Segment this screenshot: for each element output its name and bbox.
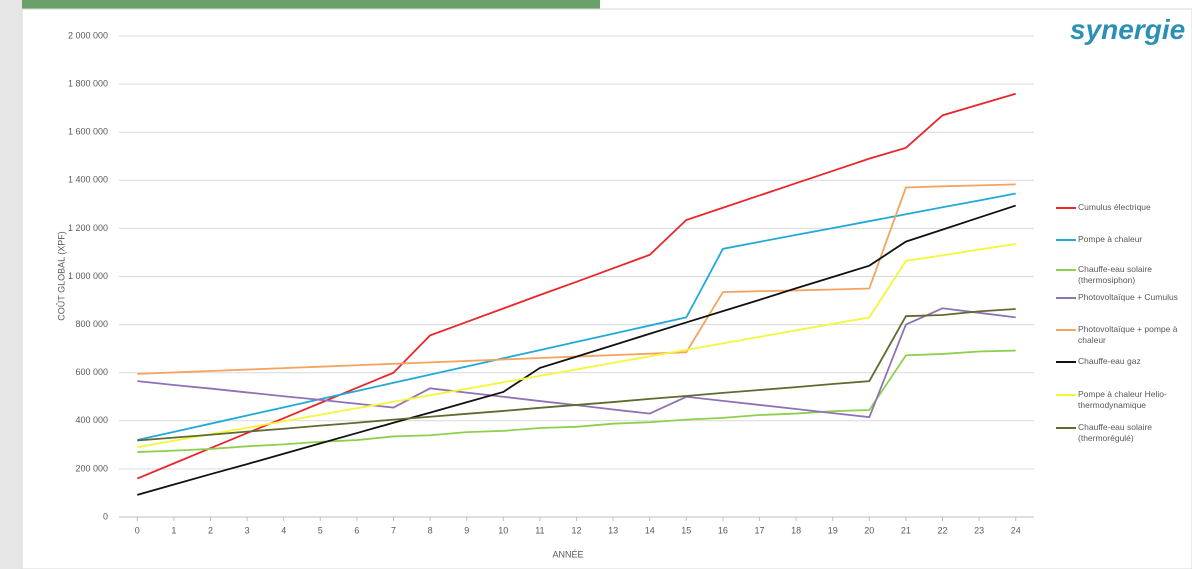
- y-tick-label: 600 000: [75, 367, 108, 377]
- legend-item: Chauffe-eau solaire (thermosiphon): [1056, 264, 1190, 286]
- legend-swatch: [1056, 329, 1076, 331]
- x-tick-label: 20: [864, 525, 874, 535]
- x-tick-label: 24: [1011, 525, 1021, 535]
- legend-label: Pompe à chaleur: [1078, 234, 1143, 244]
- legend-item: Chauffe-eau solaire (thermorégulé): [1056, 422, 1190, 444]
- x-tick-label: 2: [208, 525, 213, 535]
- y-tick-label: 0: [103, 511, 108, 521]
- series-line: [137, 308, 1016, 442]
- legend-label: Cumulus électrique: [1078, 202, 1151, 212]
- background-window: [0, 0, 22, 569]
- y-tick-label: 400 000: [75, 415, 108, 425]
- x-tick-label: 1: [171, 525, 176, 535]
- x-tick-label: 10: [498, 525, 508, 535]
- x-tick-label: 17: [754, 525, 764, 535]
- y-tick-label: 1 400 000: [68, 175, 108, 185]
- legend-label: Chauffe-eau solaire (thermorégulé): [1078, 422, 1153, 443]
- background-window: [22, 0, 600, 9]
- series-line: [137, 243, 1016, 449]
- x-tick-label: 16: [718, 525, 728, 535]
- x-tick-label: 11: [535, 525, 544, 535]
- x-tick-label: 6: [354, 525, 359, 535]
- y-tick-label: 2 000 000: [68, 30, 108, 40]
- x-tick-label: 8: [428, 525, 433, 535]
- legend-item: Cumulus électrique: [1056, 202, 1190, 213]
- x-tick-label: 9: [464, 525, 469, 535]
- legend-swatch: [1056, 207, 1076, 209]
- legend-label: Pompe à chaleur Helio-thermodynamique: [1078, 389, 1167, 410]
- x-tick-label: 21: [901, 525, 911, 535]
- legend-swatch: [1056, 239, 1076, 241]
- y-tick-label: 200 000: [75, 463, 108, 473]
- logo: synergie: [1070, 14, 1186, 45]
- legend-swatch: [1056, 427, 1076, 429]
- x-tick-label: 5: [318, 525, 323, 535]
- y-tick-label: 800 000: [75, 319, 108, 329]
- x-axis-label: ANNÉE: [552, 549, 583, 559]
- legend-label: Photovoltaïque + pompe à chaleur: [1078, 324, 1178, 345]
- legend-item: Photovoltaïque + pompe à chaleur: [1056, 324, 1190, 346]
- legend-swatch: [1056, 269, 1076, 271]
- x-tick-label: 13: [608, 525, 618, 535]
- x-tick-label: 19: [828, 525, 838, 535]
- x-tick-label: 18: [791, 525, 801, 535]
- legend-label: Photovoltaïque + Cumulus: [1078, 292, 1178, 302]
- y-tick-label: 1 200 000: [68, 223, 108, 233]
- legend-item: Pompe à chaleur: [1056, 234, 1190, 245]
- series-line: [137, 349, 1016, 453]
- series-line: [137, 204, 1016, 496]
- x-tick-label: 23: [974, 525, 984, 535]
- series-line: [136, 92, 1016, 480]
- x-tick-label: 0: [135, 525, 140, 535]
- legend-swatch: [1056, 361, 1076, 363]
- x-tick-label: 4: [281, 525, 286, 535]
- chart-panel: [21, 8, 1192, 569]
- x-tick-label: 15: [681, 525, 691, 535]
- series-line: [137, 192, 1016, 441]
- legend-label: Chauffe-eau gaz: [1078, 356, 1141, 366]
- x-tick-label: 12: [571, 525, 581, 535]
- x-tick-label: 3: [245, 525, 250, 535]
- legend-item: Chauffe-eau gaz: [1056, 356, 1190, 367]
- x-tick-label: 22: [937, 525, 947, 535]
- y-tick-label: 1 000 000: [68, 271, 108, 281]
- legend-item: Pompe à chaleur Helio-thermodynamique: [1056, 389, 1190, 411]
- legend-swatch: [1056, 394, 1076, 396]
- y-tick-label: 1 800 000: [68, 78, 108, 88]
- legend-item: Photovoltaïque + Cumulus: [1056, 292, 1190, 303]
- x-tick-label: 7: [391, 525, 396, 535]
- y-axis-label: COÛT GLOBAL (XPF): [56, 231, 66, 321]
- x-tick-label: 14: [645, 525, 655, 535]
- y-tick-label: 1 600 000: [68, 127, 108, 137]
- legend-swatch: [1056, 297, 1076, 299]
- legend-label: Chauffe-eau solaire (thermosiphon): [1078, 264, 1153, 285]
